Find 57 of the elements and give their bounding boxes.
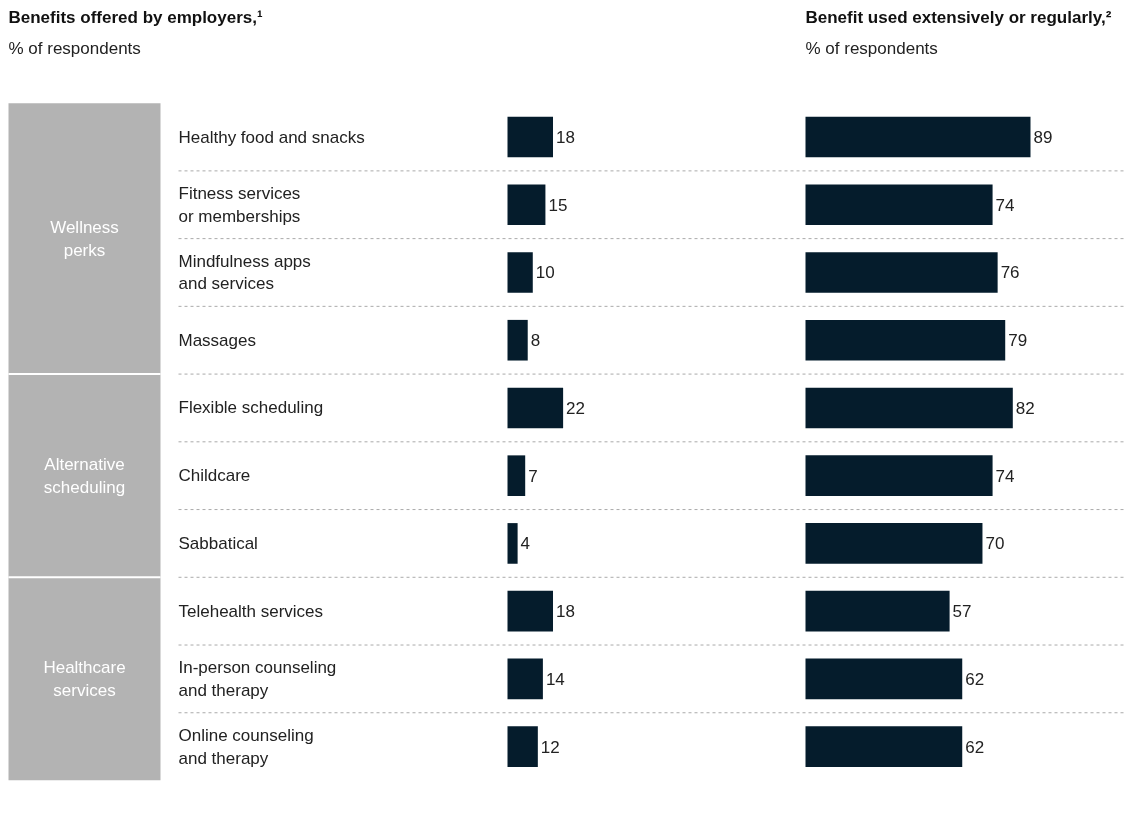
y-tick-label: In-person counseling and therapy bbox=[178, 658, 337, 700]
bar bbox=[507, 455, 526, 497]
bar bbox=[805, 523, 983, 564]
bar bbox=[507, 184, 546, 226]
bar bbox=[507, 387, 564, 429]
data-label: 82 bbox=[1015, 398, 1035, 418]
data-label: 18 bbox=[556, 128, 575, 148]
data-label: 74 bbox=[995, 195, 1015, 215]
y-tick-label: Massages bbox=[178, 330, 256, 350]
bar bbox=[805, 184, 993, 226]
y-tick-label: Sabbatical bbox=[178, 533, 258, 553]
bar bbox=[507, 658, 543, 700]
data-label: 62 bbox=[965, 737, 985, 757]
data-label: 8 bbox=[530, 331, 541, 351]
bar bbox=[805, 116, 1031, 158]
text: Wellness perks bbox=[50, 217, 119, 260]
data-label: 57 bbox=[952, 602, 972, 622]
data-label: 22 bbox=[566, 398, 586, 418]
bar bbox=[507, 523, 518, 564]
y-tick-label: Flexible scheduling bbox=[178, 398, 324, 418]
y-tick-label: Telehealth services bbox=[178, 601, 324, 621]
data-label: 12 bbox=[540, 737, 560, 757]
data-label: 10 bbox=[535, 263, 555, 283]
y-tick-label: Mindfulness apps and services bbox=[178, 251, 311, 294]
data-label: 76 bbox=[1000, 263, 1020, 283]
bar bbox=[805, 252, 998, 293]
data-label: 15 bbox=[548, 195, 568, 215]
data-label: 18 bbox=[556, 602, 575, 622]
bar bbox=[507, 726, 538, 767]
bar bbox=[507, 319, 528, 361]
bar bbox=[805, 590, 950, 632]
text: Benefits offered by employers,¹ bbox=[8, 7, 263, 27]
data-label: 7 bbox=[528, 466, 538, 486]
bar bbox=[805, 658, 963, 700]
bar bbox=[805, 387, 1013, 429]
bar bbox=[507, 116, 554, 158]
data-label: 62 bbox=[965, 669, 985, 689]
data-label: 89 bbox=[1033, 128, 1053, 148]
data-label: 70 bbox=[985, 534, 1005, 554]
bar bbox=[507, 252, 533, 293]
text: % of respondents bbox=[8, 38, 141, 58]
bar bbox=[805, 726, 963, 767]
y-tick-label: Fitness services or memberships bbox=[178, 183, 301, 226]
data-label: 74 bbox=[995, 466, 1015, 486]
y-tick-label: Healthy food and snacks bbox=[178, 127, 365, 147]
chart-title: Benefit used extensively or regularly,² bbox=[805, 7, 1112, 27]
chart-subtitle: % of respondents bbox=[805, 38, 938, 58]
y-tick-label: Online counseling and therapy bbox=[178, 725, 314, 768]
bar bbox=[805, 319, 1006, 361]
bar bbox=[805, 455, 993, 497]
text: Healthcare services bbox=[43, 658, 126, 700]
data-label: 4 bbox=[520, 534, 531, 554]
data-label: 14 bbox=[545, 669, 565, 689]
bar bbox=[507, 590, 554, 632]
y-tick-label: Childcare bbox=[178, 466, 251, 486]
text: Alternative scheduling bbox=[43, 454, 126, 497]
data-label: 79 bbox=[1008, 331, 1028, 351]
